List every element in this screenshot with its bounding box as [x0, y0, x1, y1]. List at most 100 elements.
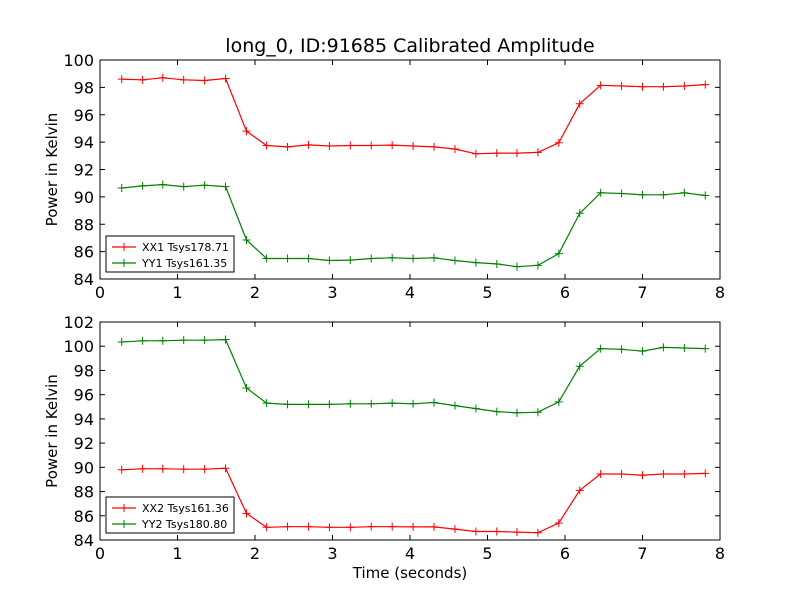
data-point	[512, 149, 521, 158]
legend-frame	[105, 235, 235, 273]
data-point	[492, 259, 501, 268]
data-point	[346, 256, 355, 265]
y-tick-label: 84	[74, 531, 94, 550]
data-point	[158, 180, 167, 189]
x-tick-label: 5	[482, 544, 492, 563]
y-axis-label: Power in Kelvin	[43, 374, 61, 488]
data-point	[554, 249, 563, 258]
data-point	[659, 82, 668, 91]
data-point	[179, 336, 188, 345]
data-point	[638, 471, 647, 480]
data-point	[617, 469, 626, 478]
data-point	[262, 141, 271, 150]
data-point	[680, 469, 689, 478]
data-point	[346, 399, 355, 408]
data-point	[346, 141, 355, 150]
y-tick-label: 88	[74, 483, 94, 502]
y-tick-label: 96	[74, 386, 94, 405]
data-point	[221, 182, 230, 191]
y-tick-label: 86	[74, 507, 94, 526]
data-point	[680, 188, 689, 197]
y-tick-label: 94	[74, 410, 94, 429]
data-point	[388, 141, 397, 150]
x-tick-label: 5	[482, 283, 492, 302]
series-yy1	[117, 180, 710, 271]
data-point	[200, 336, 209, 345]
data-point	[221, 464, 230, 473]
data-point	[158, 336, 167, 345]
legend-entry: YY1 Tsys161.35	[141, 257, 227, 270]
data-point	[367, 399, 376, 408]
y-tick-label: 94	[74, 133, 94, 152]
data-point	[680, 82, 689, 91]
data-point	[575, 99, 584, 108]
data-point	[409, 522, 418, 531]
data-point	[533, 148, 542, 157]
x-tick-label: 6	[560, 544, 570, 563]
y-tick-label: 88	[74, 215, 94, 234]
data-point	[575, 486, 584, 495]
legend-marker	[120, 520, 128, 528]
data-point	[325, 141, 334, 150]
data-point	[492, 149, 501, 158]
y-tick-label: 92	[74, 434, 94, 453]
data-point	[533, 261, 542, 270]
data-point	[617, 345, 626, 354]
data-point	[388, 253, 397, 262]
data-point	[117, 183, 126, 192]
y-tick-label: 98	[74, 78, 94, 97]
y-axis-label: Power in Kelvin	[43, 113, 61, 227]
data-point	[701, 344, 710, 353]
legend-marker	[120, 504, 128, 512]
data-point	[701, 469, 710, 478]
data-point	[533, 528, 542, 537]
y-tick-label: 84	[74, 270, 94, 289]
y-tick-label: 100	[63, 337, 94, 356]
data-point	[450, 144, 459, 153]
data-point	[179, 465, 188, 474]
x-tick-label: 8	[715, 283, 725, 302]
data-point	[554, 519, 563, 528]
data-point	[117, 75, 126, 84]
data-point	[388, 399, 397, 408]
bottom-plot: 0 1 2 3 4 5 6 7 8 84 86 88 90 92 94 96 98 100 102 Power in …	[43, 313, 725, 582]
data-point	[512, 262, 521, 271]
data-point	[138, 181, 147, 190]
data-point	[596, 469, 605, 478]
data-point	[325, 256, 334, 265]
data-point	[430, 142, 439, 151]
data-point	[304, 254, 313, 263]
data-point	[242, 235, 251, 244]
y-tick-label: 96	[74, 106, 94, 125]
data-point	[117, 465, 126, 474]
legend-marker	[120, 259, 128, 267]
data-point	[283, 254, 292, 263]
data-point	[575, 362, 584, 371]
data-point	[283, 522, 292, 531]
data-point	[409, 141, 418, 150]
data-point	[138, 336, 147, 345]
x-tick-label: 3	[327, 283, 337, 302]
data-point	[512, 528, 521, 537]
data-point	[575, 209, 584, 218]
x-tick-label: 6	[560, 283, 570, 302]
data-point	[200, 465, 209, 474]
data-point	[617, 82, 626, 91]
data-point	[262, 254, 271, 263]
data-point	[242, 509, 251, 518]
data-point	[138, 464, 147, 473]
data-point	[304, 140, 313, 149]
data-point	[492, 527, 501, 536]
data-point	[367, 141, 376, 150]
x-axis-label: Time (seconds)	[352, 564, 468, 582]
data-point	[409, 254, 418, 263]
x-tick-label: 2	[250, 283, 260, 302]
data-point	[659, 343, 668, 352]
data-point	[388, 522, 397, 531]
data-point	[471, 527, 480, 536]
data-point	[554, 397, 563, 406]
y-tick-label: 86	[74, 243, 94, 262]
data-point	[200, 181, 209, 190]
data-point	[492, 407, 501, 416]
